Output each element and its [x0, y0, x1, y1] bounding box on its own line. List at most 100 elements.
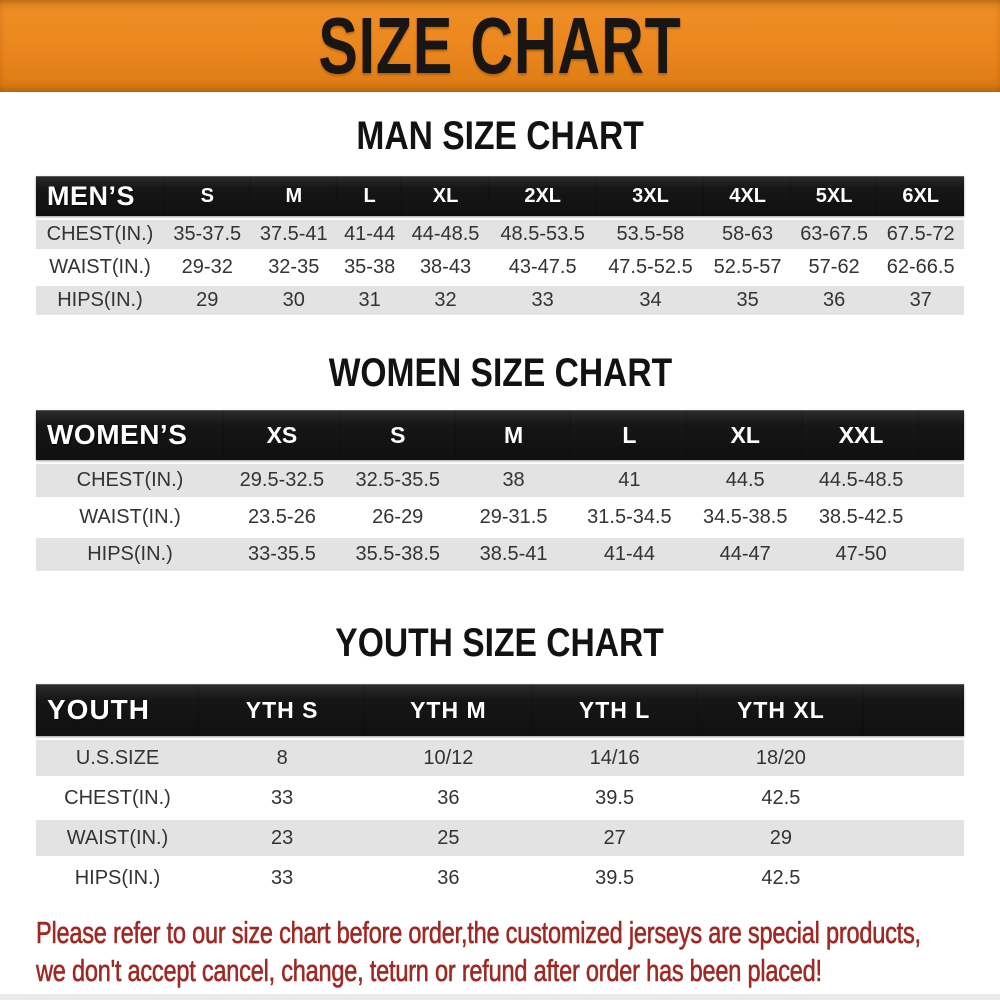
measurement-value: 29: [697, 820, 864, 856]
measurement-value: 23.5-26: [224, 501, 340, 534]
measurement-value: 26-29: [339, 501, 456, 534]
size-column-header: S: [339, 410, 456, 460]
row-spacer: [919, 538, 964, 571]
measurement-value: 25: [365, 820, 532, 856]
measurement-label: U.S.SIZE: [36, 740, 199, 776]
header-spacer: [864, 684, 964, 736]
measurement-value: 58-63: [704, 220, 791, 249]
measurement-value: 47-50: [803, 538, 919, 571]
youth-size-chart-heading: YOUTH SIZE CHART: [0, 621, 1000, 665]
women-size-chart-heading-text: WOMEN SIZE CHART: [328, 351, 672, 395]
size-column-header: XXL: [803, 410, 919, 460]
bottom-edge-strip: [0, 994, 1000, 1000]
measurement-value: 41-44: [337, 220, 403, 249]
measurement-value: 33: [488, 286, 597, 315]
size-column-header: L: [337, 176, 403, 216]
measurement-value: 34.5-38.5: [687, 501, 804, 534]
measurement-label: CHEST(IN.): [36, 780, 199, 816]
measurement-value: 35-37.5: [164, 220, 251, 249]
measurement-value: 38: [455, 464, 572, 497]
measurement-value: 18/20: [697, 740, 864, 776]
size-header-row: YOUTH YTH S YTH M YTH L YTH XL: [36, 684, 964, 736]
size-column-header: XL: [687, 410, 804, 460]
measurement-row: WAIST(IN.) 29-32 32-35 35-38 38-43 43-47.5 47.…: [36, 253, 964, 282]
measurement-value: 10/12: [365, 740, 532, 776]
measurement-value: 62-66.5: [877, 253, 964, 282]
measurement-value: 42.5: [697, 780, 864, 816]
measurement-value: 37.5-41: [250, 220, 338, 249]
size-chart-banner: SIZE CHART: [0, 0, 1000, 92]
measurement-value: 38-43: [402, 253, 489, 282]
measurement-label: CHEST(IN.): [36, 220, 164, 249]
measurement-value: 33-35.5: [224, 538, 340, 571]
measurement-value: 27: [531, 820, 698, 856]
size-column-header: 4XL: [704, 176, 791, 216]
row-spacer: [864, 860, 964, 896]
size-column-header: M: [250, 176, 338, 216]
youth-size-chart-heading-text: YOUTH SIZE CHART: [335, 621, 665, 665]
disclaimer-line-2: we don't accept cancel, change, teturn o…: [36, 953, 823, 989]
row-spacer: [864, 740, 964, 776]
measurement-label: HIPS(IN.): [36, 286, 164, 315]
measurement-value: 44-48.5: [402, 220, 489, 249]
women-size-chart-heading: WOMEN SIZE CHART: [0, 351, 1000, 395]
measurement-label: WAIST(IN.): [36, 820, 199, 856]
size-header-row: WOMEN’S XS S M L XL XXL: [36, 410, 964, 460]
table-group-label: WOMEN’S: [36, 410, 224, 460]
measurement-label: WAIST(IN.): [36, 501, 224, 534]
disclaimer-line-1: Please refer to our size chart before or…: [36, 915, 922, 951]
header-spacer: [919, 410, 964, 460]
size-column-header: 3XL: [596, 176, 705, 216]
measurement-label: HIPS(IN.): [36, 860, 199, 896]
table-group-label: YOUTH: [36, 684, 199, 736]
measurement-value: 36: [365, 780, 532, 816]
measurement-value: 29: [164, 286, 251, 315]
measurement-row: HIPS(IN.) 33 36 39.5 42.5: [36, 860, 964, 896]
measurement-value: 33: [199, 780, 366, 816]
measurement-label: WAIST(IN.): [36, 253, 164, 282]
size-column-header: L: [571, 410, 688, 460]
measurement-value: 14/16: [531, 740, 698, 776]
measurement-value: 36: [365, 860, 532, 896]
measurement-value: 47.5-52.5: [596, 253, 705, 282]
measurement-value: 44.5-48.5: [803, 464, 919, 497]
size-column-header: YTH M: [365, 684, 532, 736]
measurement-value: 41-44: [571, 538, 688, 571]
measurement-row: HIPS(IN.) 29 30 31 32 33 34 35 36 37: [36, 286, 964, 315]
measurement-row: WAIST(IN.) 23 25 27 29: [36, 820, 964, 856]
size-column-header: XS: [224, 410, 340, 460]
measurement-value: 35: [704, 286, 791, 315]
measurement-value: 44.5: [687, 464, 804, 497]
size-column-header: YTH L: [531, 684, 698, 736]
measurement-row: CHEST(IN.) 33 36 39.5 42.5: [36, 780, 964, 816]
measurement-value: 33: [199, 860, 366, 896]
measurement-value: 39.5: [531, 860, 698, 896]
measurement-value: 23: [199, 820, 366, 856]
men-size-table: MEN’S S M L XL 2XL 3XL 4XL 5XL 6XL CHEST(IN.) 35-37…: [36, 172, 964, 319]
disclaimer: Please refer to our size chart before or…: [36, 914, 1000, 990]
row-spacer: [919, 464, 964, 497]
size-header-row: MEN’S S M L XL 2XL 3XL 4XL 5XL 6XL: [36, 176, 964, 216]
measurement-value: 30: [250, 286, 338, 315]
row-spacer: [864, 780, 964, 816]
measurement-row: HIPS(IN.) 33-35.5 35.5-38.5 38.5-41 41-44 44-…: [36, 538, 964, 571]
measurement-value: 38.5-42.5: [803, 501, 919, 534]
measurement-value: 29.5-32.5: [224, 464, 340, 497]
measurement-value: 63-67.5: [790, 220, 878, 249]
man-size-chart-heading-text: MAN SIZE CHART: [356, 114, 644, 158]
size-column-header: M: [455, 410, 572, 460]
measurement-value: 52.5-57: [704, 253, 791, 282]
measurement-value: 29-32: [164, 253, 251, 282]
measurement-value: 31.5-34.5: [571, 501, 688, 534]
measurement-value: 35.5-38.5: [339, 538, 456, 571]
size-column-header: XL: [402, 176, 489, 216]
size-column-header: 6XL: [877, 176, 964, 216]
measurement-row: CHEST(IN.) 35-37.5 37.5-41 41-44 44-48.5 48.5…: [36, 220, 964, 249]
measurement-value: 32.5-35.5: [339, 464, 456, 497]
measurement-value: 39.5: [531, 780, 698, 816]
measurement-row: WAIST(IN.) 23.5-26 26-29 29-31.5 31.5-34.5 34…: [36, 501, 964, 534]
measurement-value: 31: [337, 286, 403, 315]
measurement-value: 34: [596, 286, 705, 315]
size-column-header: YTH S: [199, 684, 366, 736]
